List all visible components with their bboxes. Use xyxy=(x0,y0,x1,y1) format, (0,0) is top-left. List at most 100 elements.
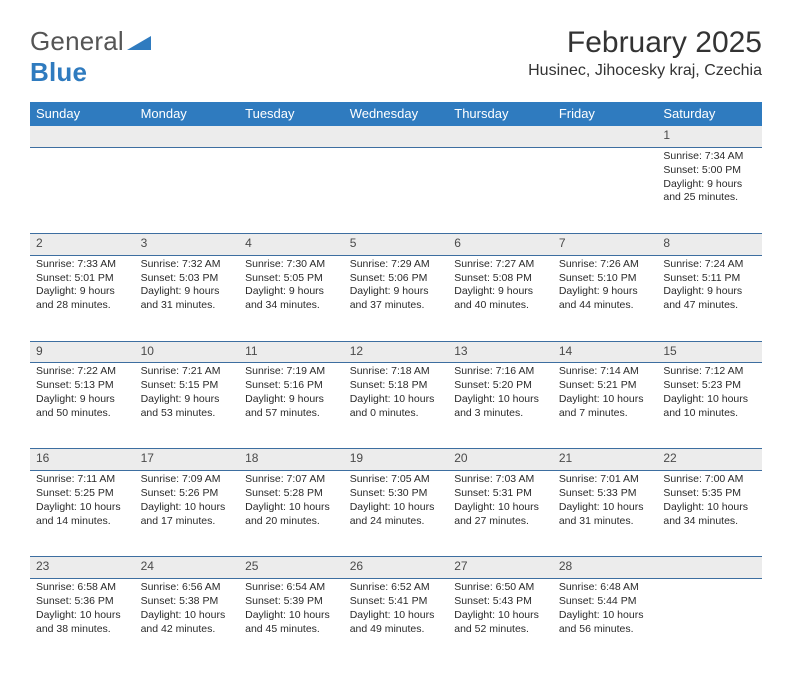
day-cell: Sunrise: 7:27 AMSunset: 5:08 PMDaylight:… xyxy=(448,255,553,341)
sunrise-line: Sunrise: 7:07 AM xyxy=(245,473,338,487)
day-cell: Sunrise: 7:09 AMSunset: 5:26 PMDaylight:… xyxy=(135,471,240,557)
daylight-line: Daylight: 10 hours and 27 minutes. xyxy=(454,501,547,529)
day-number xyxy=(657,557,762,578)
day-number: 14 xyxy=(553,342,658,363)
day-number-cell: 21 xyxy=(553,449,658,471)
sunset-line: Sunset: 5:21 PM xyxy=(559,379,652,393)
daylight-line: Daylight: 9 hours and 50 minutes. xyxy=(36,393,129,421)
sunrise-line: Sunrise: 7:34 AM xyxy=(663,150,756,164)
day-cell: Sunrise: 7:29 AMSunset: 5:06 PMDaylight:… xyxy=(344,255,449,341)
day-number: 13 xyxy=(448,342,553,363)
daylight-line: Daylight: 10 hours and 7 minutes. xyxy=(559,393,652,421)
day-cell: Sunrise: 6:56 AMSunset: 5:38 PMDaylight:… xyxy=(135,579,240,665)
day-cell xyxy=(553,147,658,233)
sunrise-line: Sunrise: 6:56 AM xyxy=(141,581,234,595)
daylight-line: Daylight: 10 hours and 20 minutes. xyxy=(245,501,338,529)
week-daynum-row: 9101112131415 xyxy=(30,341,762,363)
week-daynum-row: 16171819202122 xyxy=(30,449,762,471)
day-number: 19 xyxy=(344,449,449,470)
calendar-body: 1Sunrise: 7:34 AMSunset: 5:00 PMDaylight… xyxy=(30,126,762,665)
brand-word1: General xyxy=(30,26,124,56)
sunset-line: Sunset: 5:05 PM xyxy=(245,272,338,286)
week-daynum-row: 2345678 xyxy=(30,233,762,255)
day-cell-body xyxy=(559,148,652,150)
week-content-row: Sunrise: 7:11 AMSunset: 5:25 PM Daylight:… xyxy=(30,471,762,557)
day-number-cell: 5 xyxy=(344,233,449,255)
sunrise-line: Sunrise: 7:16 AM xyxy=(454,365,547,379)
weekday-header: Monday xyxy=(135,102,240,126)
day-number: 9 xyxy=(30,342,135,363)
location-text: Husinec, Jihocesky kraj, Czechia xyxy=(528,62,762,80)
daylight-line: Daylight: 10 hours and 3 minutes. xyxy=(454,393,547,421)
day-cell-body xyxy=(454,148,547,150)
sunrise-line: Sunrise: 7:11 AM xyxy=(36,473,129,487)
daylight-line: Daylight: 9 hours and 40 minutes. xyxy=(454,285,547,313)
sunrise-line: Sunrise: 7:29 AM xyxy=(350,258,443,272)
day-cell: Sunrise: 7:16 AMSunset: 5:20 PMDaylight:… xyxy=(448,363,553,449)
day-cell-body: Sunrise: 7:34 AMSunset: 5:00 PMDaylight:… xyxy=(663,148,756,205)
day-number xyxy=(344,126,449,147)
day-number: 24 xyxy=(135,557,240,578)
daylight-line: Daylight: 9 hours and 53 minutes. xyxy=(141,393,234,421)
day-number-cell: 12 xyxy=(344,341,449,363)
weekday-header: Sunday xyxy=(30,102,135,126)
day-number-cell xyxy=(448,126,553,147)
day-cell-body: Sunrise: 7:14 AMSunset: 5:21 PMDaylight:… xyxy=(559,363,652,420)
day-number: 22 xyxy=(657,449,762,470)
day-number-cell: 10 xyxy=(135,341,240,363)
day-number: 25 xyxy=(239,557,344,578)
day-number-cell xyxy=(30,126,135,147)
sunset-line: Sunset: 5:01 PM xyxy=(36,272,129,286)
sunset-line: Sunset: 5:20 PM xyxy=(454,379,547,393)
sunrise-line: Sunrise: 7:14 AM xyxy=(559,365,652,379)
day-cell-body: Sunrise: 7:01 AMSunset: 5:33 PMDaylight:… xyxy=(559,471,652,528)
weekday-header: Saturday xyxy=(657,102,762,126)
day-cell-body: Sunrise: 6:58 AMSunset: 5:36 PMDaylight:… xyxy=(36,579,129,636)
day-cell-body xyxy=(141,148,234,150)
sunset-line: Sunset: 5:25 PM xyxy=(36,487,129,501)
daylight-line: Daylight: 10 hours and 56 minutes. xyxy=(559,609,652,637)
sunrise-line: Sunrise: 6:48 AM xyxy=(559,581,652,595)
day-cell-body: Sunrise: 7:16 AMSunset: 5:20 PMDaylight:… xyxy=(454,363,547,420)
day-number: 17 xyxy=(135,449,240,470)
day-cell: Sunrise: 7:21 AMSunset: 5:15 PMDaylight:… xyxy=(135,363,240,449)
day-cell-body: Sunrise: 6:50 AMSunset: 5:43 PMDaylight:… xyxy=(454,579,547,636)
day-cell: Sunrise: 7:26 AMSunset: 5:10 PMDaylight:… xyxy=(553,255,658,341)
sunrise-line: Sunrise: 7:24 AM xyxy=(663,258,756,272)
day-number-cell: 18 xyxy=(239,449,344,471)
sunrise-line: Sunrise: 7:12 AM xyxy=(663,365,756,379)
week-content-row: Sunrise: 7:33 AMSunset: 5:01 PMDaylight:… xyxy=(30,255,762,341)
day-cell-body: Sunrise: 7:00 AMSunset: 5:35 PMDaylight:… xyxy=(663,471,756,528)
day-number-cell xyxy=(657,557,762,579)
sunrise-line: Sunrise: 7:19 AM xyxy=(245,365,338,379)
day-cell-body: Sunrise: 7:05 AMSunset: 5:30 PMDaylight:… xyxy=(350,471,443,528)
day-number xyxy=(448,126,553,147)
day-number xyxy=(239,126,344,147)
day-number-cell xyxy=(239,126,344,147)
day-number-cell: 15 xyxy=(657,341,762,363)
sunset-line: Sunset: 5:16 PM xyxy=(245,379,338,393)
day-cell: Sunrise: 7:03 AMSunset: 5:31 PMDaylight:… xyxy=(448,471,553,557)
daylight-line: Daylight: 10 hours and 52 minutes. xyxy=(454,609,547,637)
daylight-line: Daylight: 9 hours and 47 minutes. xyxy=(663,285,756,313)
brand-triangle-icon xyxy=(127,26,153,57)
week-daynum-row: 1 xyxy=(30,126,762,147)
sunset-line: Sunset: 5:38 PM xyxy=(141,595,234,609)
day-number-cell: 28 xyxy=(553,557,658,579)
day-number-cell: 11 xyxy=(239,341,344,363)
day-number-cell: 6 xyxy=(448,233,553,255)
day-cell-body: Sunrise: 7:07 AMSunset: 5:28 PMDaylight:… xyxy=(245,471,338,528)
day-cell: Sunrise: 7:18 AMSunset: 5:18 PMDaylight:… xyxy=(344,363,449,449)
day-number: 3 xyxy=(135,234,240,255)
daylight-line: Daylight: 10 hours and 42 minutes. xyxy=(141,609,234,637)
daylight-line: Daylight: 9 hours and 37 minutes. xyxy=(350,285,443,313)
sunrise-line: Sunrise: 6:54 AM xyxy=(245,581,338,595)
sunrise-line: Sunrise: 6:52 AM xyxy=(350,581,443,595)
day-number-cell: 25 xyxy=(239,557,344,579)
day-number-cell: 27 xyxy=(448,557,553,579)
daylight-line: Daylight: 10 hours and 31 minutes. xyxy=(559,501,652,529)
week-content-row: Sunrise: 7:34 AMSunset: 5:00 PMDaylight:… xyxy=(30,147,762,233)
day-number-cell: 14 xyxy=(553,341,658,363)
sunset-line: Sunset: 5:11 PM xyxy=(663,272,756,286)
day-cell-body: Sunrise: 7:30 AMSunset: 5:05 PMDaylight:… xyxy=(245,256,338,313)
